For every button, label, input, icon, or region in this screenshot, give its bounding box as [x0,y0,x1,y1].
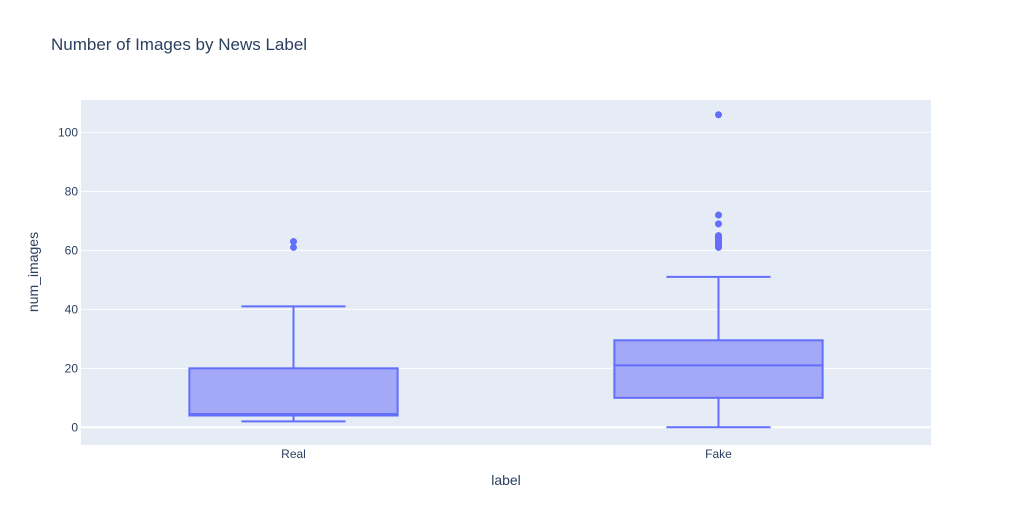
y-tick-label: 100 [58,125,78,139]
y-tick-label: 60 [65,243,79,257]
outlier-point [715,211,722,219]
x-tick-label: Fake [705,447,732,461]
box-fake [613,111,824,429]
y-axis-title: num_images [25,232,41,312]
x-axis-ticks: Real Fake [281,447,732,461]
box-real [188,238,399,423]
y-tick-label: 40 [65,302,79,316]
y-axis-ticks: 0 20 40 60 80 100 [58,125,78,434]
outlier-point [290,238,297,246]
y-tick-label: 0 [71,420,78,434]
y-tick-label: 20 [65,361,79,375]
iqr-box [613,339,824,399]
boxes [188,111,824,429]
y-tick-label: 80 [65,184,79,198]
chart-title: Number of Images by News Label [51,35,307,54]
outlier-point [715,111,722,119]
outlier-point [715,220,722,228]
x-axis-title: label [491,472,521,488]
x-tick-label: Real [281,447,306,461]
outlier-point [715,232,722,240]
outlier-point [290,243,297,251]
iqr-box [188,367,399,417]
